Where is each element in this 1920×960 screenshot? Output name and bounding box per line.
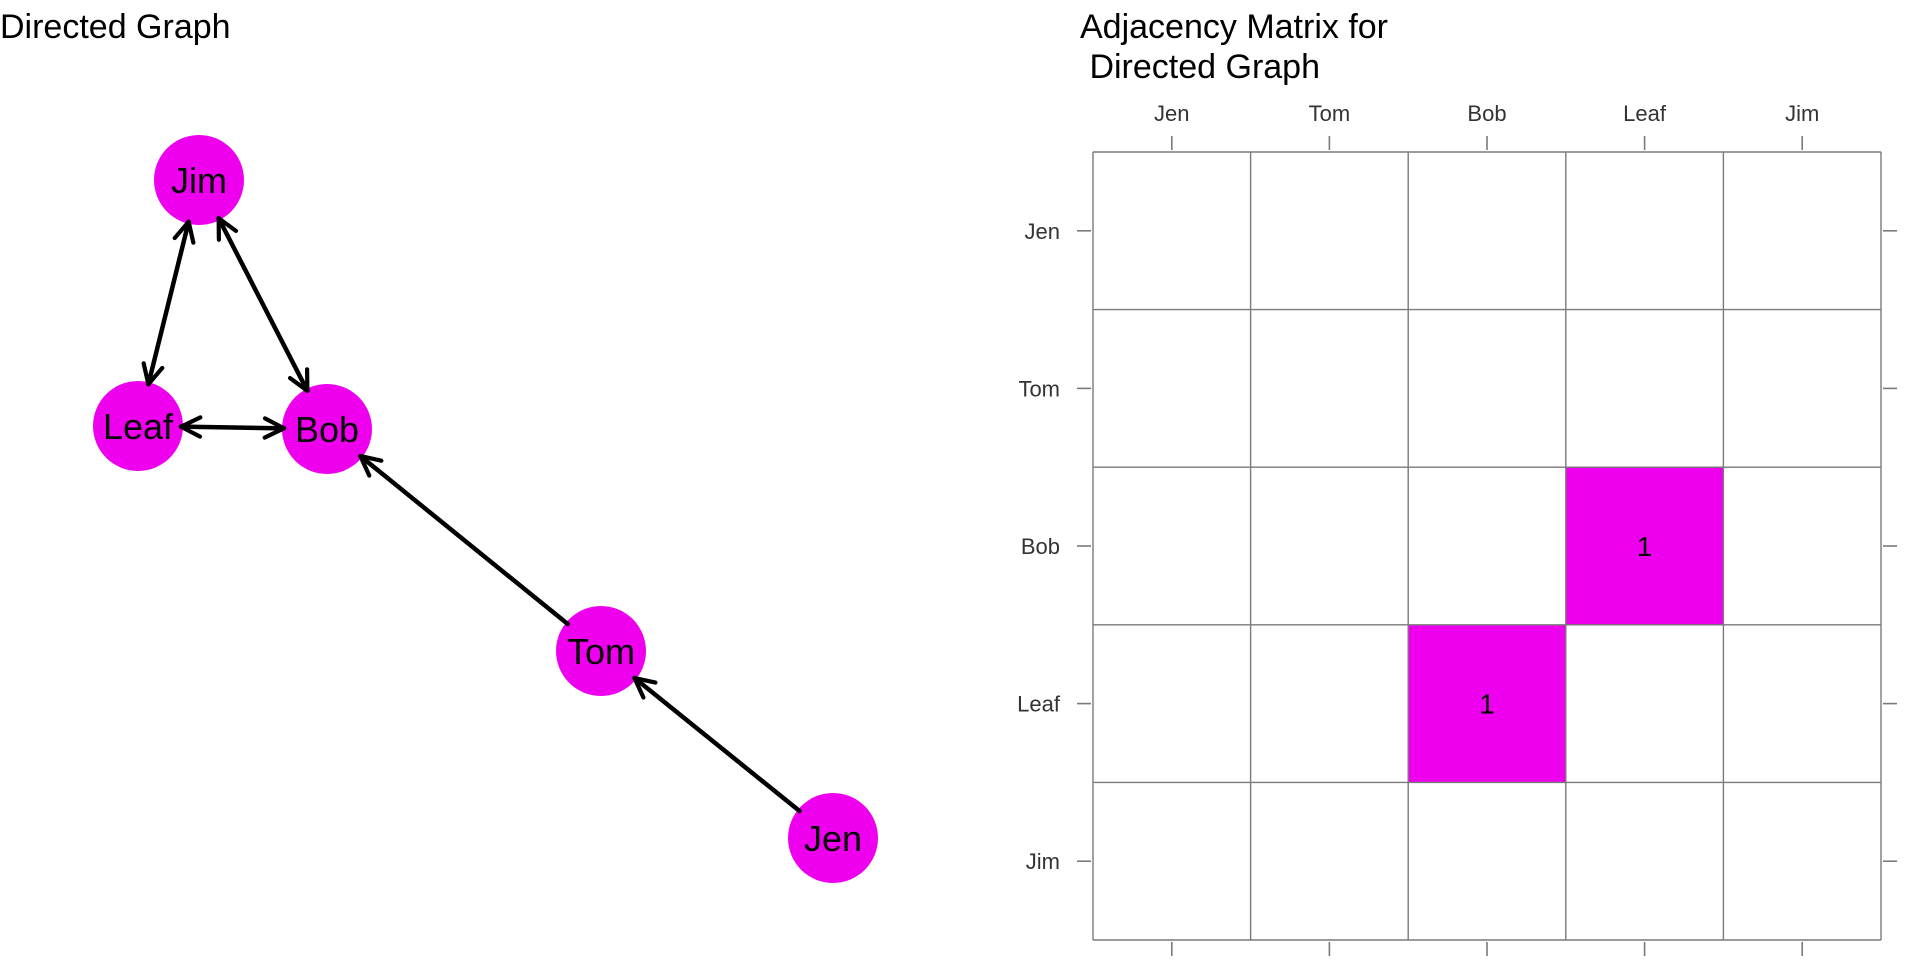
row-label-jim: Jim xyxy=(1026,849,1060,874)
graph-panel: Directed Graph Jim Leaf Bob Tom Jen xyxy=(0,8,878,883)
edge-tom-bob xyxy=(358,453,570,627)
edge-jim-bob xyxy=(216,215,310,394)
node-label: Leaf xyxy=(103,406,174,447)
row-label-tom: Tom xyxy=(1018,376,1060,401)
node-jen: Jen xyxy=(788,793,878,883)
node-circle xyxy=(154,135,244,225)
column-label-leaf: Leaf xyxy=(1623,101,1667,126)
column-label-jim: Jim xyxy=(1785,101,1819,126)
node-circle xyxy=(556,606,646,696)
row-label-bob: Bob xyxy=(1021,534,1060,559)
edges-layer xyxy=(141,215,802,814)
matrix-grid xyxy=(1092,151,1882,941)
row-label-jen: Jen xyxy=(1025,219,1060,244)
matrix-cells: 11 xyxy=(1408,467,1724,783)
node-circle xyxy=(93,381,183,471)
node-label: Bob xyxy=(295,409,359,450)
node-label: Jen xyxy=(804,818,862,859)
graph-title: Directed Graph xyxy=(0,8,231,46)
nodes-layer: Jim Leaf Bob Tom Jen xyxy=(93,135,878,883)
edge-leaf-bob xyxy=(178,415,287,440)
column-label-bob: Bob xyxy=(1467,101,1506,126)
node-circle xyxy=(282,384,372,474)
column-label-tom: Tom xyxy=(1309,101,1351,126)
matrix-title-line1: Adjacency Matrix for xyxy=(1080,8,1388,46)
node-label: Tom xyxy=(567,631,635,672)
node-leaf: Leaf xyxy=(93,381,183,471)
matrix-cell-leaf-bob xyxy=(1408,624,1566,783)
node-bob: Bob xyxy=(282,384,372,474)
matrix-cell-bob-leaf xyxy=(1565,467,1724,625)
row-label-leaf: Leaf xyxy=(1017,692,1061,717)
edge-jen-tom xyxy=(632,675,802,814)
matrix-labels: Jen Tom Bob Leaf Jim Jen Tom Bob Leaf Jim xyxy=(1017,101,1819,874)
matrix-cell-value: 1 xyxy=(1637,531,1653,562)
node-circle xyxy=(788,793,878,883)
matrix-panel: Adjacency Matrix for Directed Graph 11 J… xyxy=(1017,8,1897,956)
matrix-title-line2: Directed Graph xyxy=(1080,48,1320,86)
edge-jim-leaf xyxy=(141,219,196,387)
column-label-jen: Jen xyxy=(1154,101,1189,126)
node-jim: Jim xyxy=(154,135,244,225)
matrix-ticks xyxy=(1077,136,1897,956)
matrix-cell-value: 1 xyxy=(1479,689,1495,720)
node-tom: Tom xyxy=(556,606,646,696)
node-label: Jim xyxy=(171,160,227,201)
